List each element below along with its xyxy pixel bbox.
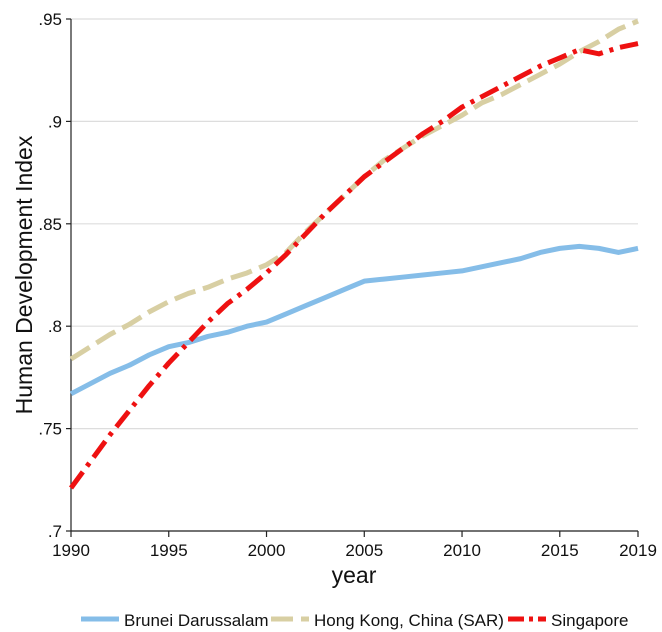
- legend-label: Brunei Darussalam: [124, 611, 269, 630]
- legend: Brunei Darussalam Hong Kong, China (SAR) S…: [81, 611, 629, 630]
- y-axis-title: Human Development Index: [11, 135, 37, 414]
- x-tick-label: 2000: [248, 541, 286, 560]
- series-line-2: [68, 41, 639, 490]
- axes: [70, 19, 638, 532]
- y-tick-label: .8: [48, 317, 62, 336]
- y-tick-label: .95: [38, 10, 62, 29]
- x-axis-title: year: [332, 562, 377, 588]
- series-line-1: [69, 18, 639, 362]
- legend-label: Hong Kong, China (SAR): [314, 611, 504, 630]
- x-tick-label: 2019: [619, 541, 657, 560]
- y-tick-label: .9: [48, 112, 62, 131]
- series-lines: [68, 18, 639, 490]
- gridlines: [71, 18, 638, 532]
- tick-marks: .7 .75 .8 .85 .9 .95 1990 1995 2000 2005 2010 2015 2…: [38, 10, 657, 560]
- x-tick-label: 1995: [150, 541, 188, 560]
- x-tick-label: 2010: [443, 541, 481, 560]
- series-line-0: [69, 243, 639, 396]
- y-tick-label: .7: [48, 522, 62, 541]
- legend-label: Singapore: [551, 611, 629, 630]
- y-tick-label: .85: [38, 215, 62, 234]
- x-tick-label: 2005: [345, 541, 383, 560]
- x-tick-label: 1990: [52, 541, 90, 560]
- y-tick-label: .75: [38, 420, 62, 439]
- x-tick-label: 2015: [541, 541, 579, 560]
